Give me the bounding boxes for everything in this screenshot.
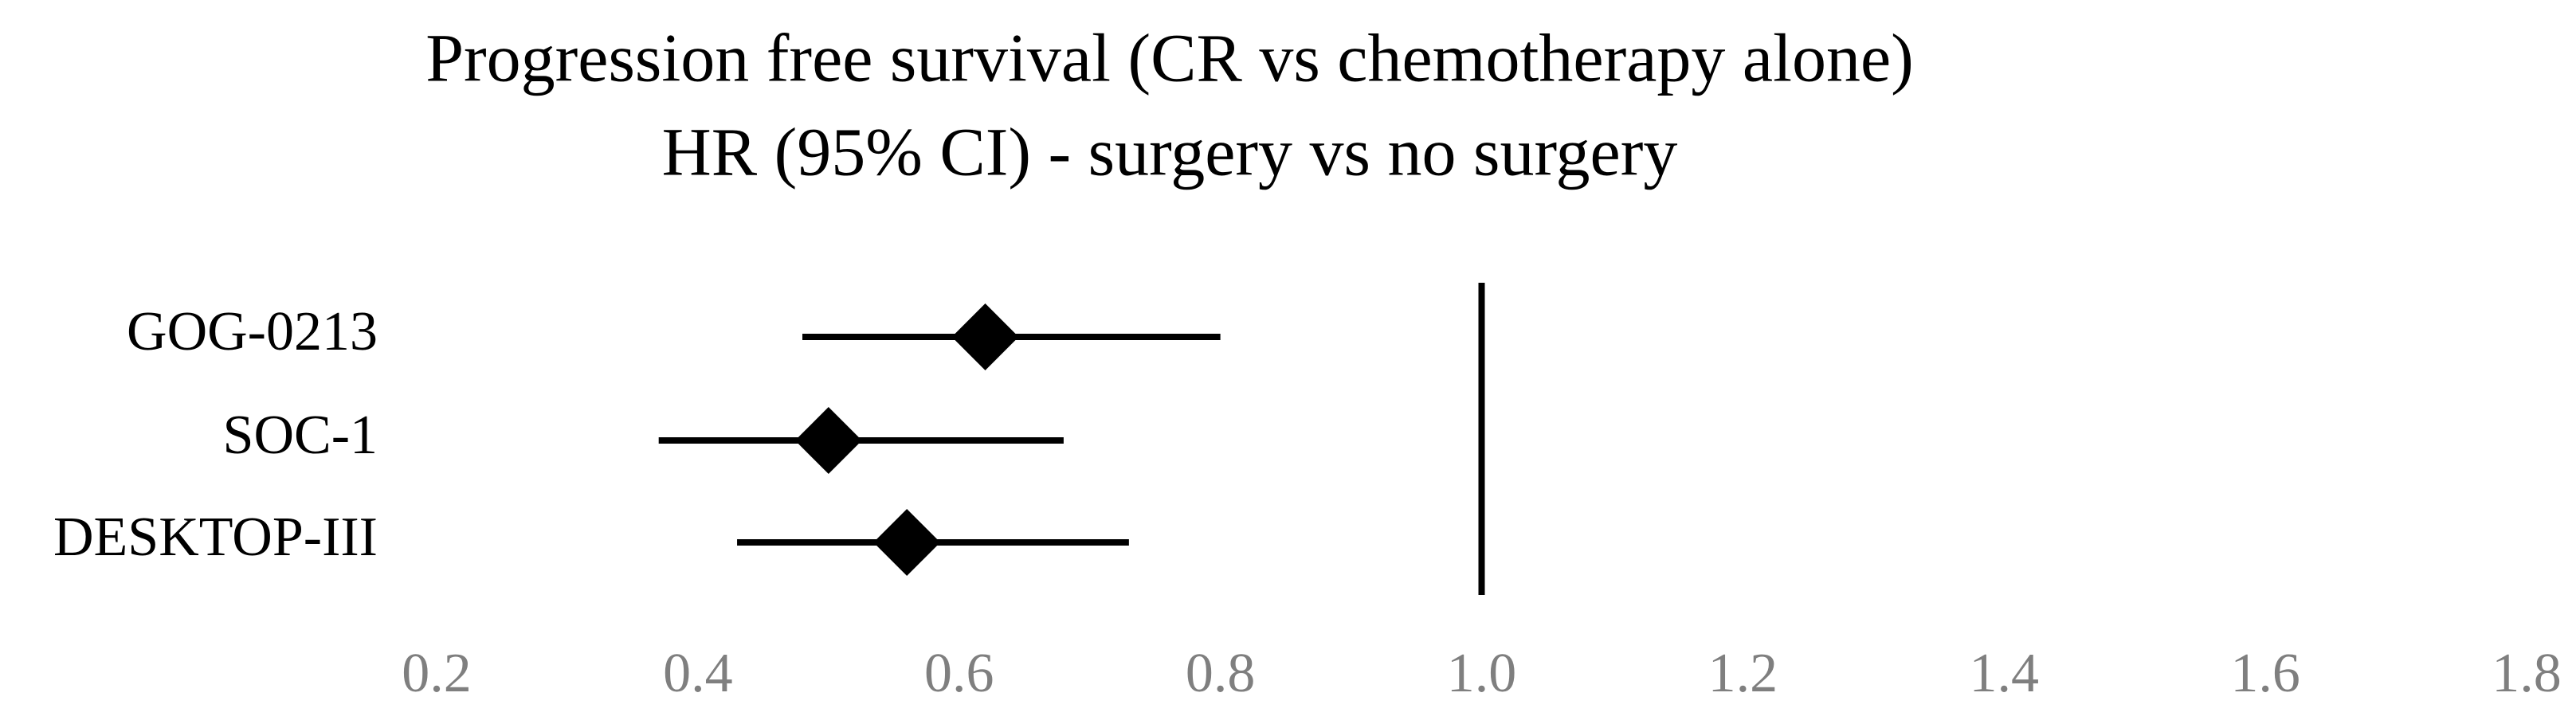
x-tick-label: 0.2 [402,643,472,704]
y-tick-label: DESKTOP-III [53,507,378,568]
x-tick-label: 1.0 [1447,643,1517,704]
point-estimate [873,509,941,576]
x-tick-label: 0.8 [1186,643,1256,704]
x-tick-label: 1.4 [1970,643,2040,704]
x-tick-label: 0.4 [663,643,733,704]
x-tick-label: 1.6 [2230,643,2300,704]
point-estimate [794,407,862,474]
x-tick-label: 1.8 [2492,643,2562,704]
x-tick-label: 1.2 [1708,643,1778,704]
chart-title: Progression free survival (CR vs chemoth… [425,20,1914,96]
point-estimate [951,303,1019,370]
y-tick-label: GOG-0213 [127,301,378,362]
x-tick-label: 0.6 [924,643,994,704]
chart-subtitle: HR (95% CI) - surgery vs no surgery [662,114,1678,190]
y-tick-label: SOC-1 [223,405,378,466]
